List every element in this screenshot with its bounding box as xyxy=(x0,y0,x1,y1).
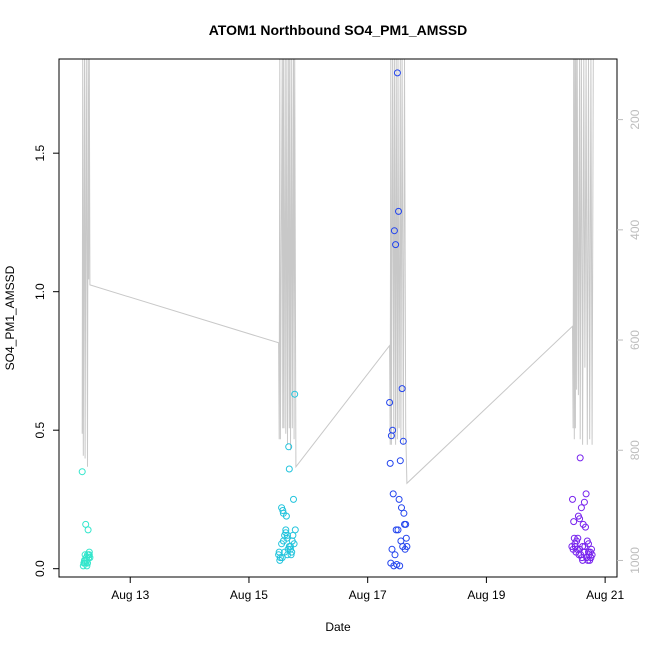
data-point xyxy=(398,385,406,393)
data-point xyxy=(289,531,297,539)
data-point xyxy=(576,454,584,462)
data-point xyxy=(285,465,293,473)
x-axis: Aug 13 Aug 15 Aug 17 Aug 19 Aug 21 xyxy=(111,577,624,602)
data-point xyxy=(391,551,399,559)
data-point xyxy=(390,227,398,235)
data-point xyxy=(290,495,297,503)
data-point xyxy=(586,556,594,564)
y-tick-label: 1.0 xyxy=(33,283,47,300)
data-point xyxy=(283,534,291,542)
data-point xyxy=(386,399,394,406)
data-point xyxy=(85,554,93,562)
y-axis-label: SO4_PM1_AMSSD xyxy=(3,265,17,370)
data-point xyxy=(574,534,582,542)
data-point xyxy=(282,512,290,520)
data-point xyxy=(285,443,293,451)
data-point xyxy=(278,554,286,562)
data-point xyxy=(585,548,592,556)
data-point xyxy=(396,562,404,570)
x-tick-label: Aug 21 xyxy=(586,588,624,602)
y2-axis: 200 400 600 800 1000 xyxy=(617,109,642,574)
data-point xyxy=(275,548,283,556)
y2-tick-label: 800 xyxy=(628,440,642,460)
data-point xyxy=(84,526,92,534)
data-point xyxy=(396,457,404,465)
data-point xyxy=(579,556,587,564)
pressure-line xyxy=(81,58,594,485)
data-point xyxy=(395,207,402,215)
y2-tick-label: 600 xyxy=(628,330,642,350)
data-point xyxy=(279,507,287,514)
points-layer xyxy=(78,69,596,570)
data-point xyxy=(582,523,589,531)
plot-frame xyxy=(58,58,618,578)
x-tick-label: Aug 19 xyxy=(467,588,505,602)
data-point xyxy=(402,520,410,528)
data-point xyxy=(570,518,578,526)
data-point xyxy=(392,241,400,249)
data-point xyxy=(386,459,394,467)
data-point xyxy=(78,468,86,476)
data-point xyxy=(569,495,576,503)
data-point xyxy=(81,559,88,567)
data-point xyxy=(577,504,585,512)
data-point xyxy=(402,534,410,542)
data-point xyxy=(576,515,584,523)
y2-tick-label: 400 xyxy=(628,219,642,239)
data-point xyxy=(398,504,405,512)
x-tick-label: Aug 17 xyxy=(349,588,387,602)
x-tick-label: Aug 15 xyxy=(230,588,268,602)
y-tick-label: 0.0 xyxy=(33,560,47,577)
data-point xyxy=(403,543,411,550)
data-point xyxy=(400,509,408,517)
y-axis: 0.0 0.5 1.0 1.5 xyxy=(33,145,59,577)
data-point xyxy=(389,426,397,434)
x-tick-label: Aug 13 xyxy=(111,588,149,602)
y-tick-label: 1.5 xyxy=(33,145,47,162)
data-point xyxy=(388,545,396,553)
data-point xyxy=(395,495,403,503)
data-point xyxy=(568,543,576,550)
y2-tick-label: 1000 xyxy=(628,547,642,574)
data-point xyxy=(284,545,292,553)
x-axis-label: Date xyxy=(325,620,351,634)
chart-title: ATOM1 Northbound SO4_PM1_AMSSD xyxy=(209,22,468,38)
data-point xyxy=(576,545,584,553)
data-point xyxy=(580,498,588,506)
data-point xyxy=(290,540,298,548)
data-point xyxy=(394,526,402,534)
pressure-line-layer xyxy=(81,58,594,485)
data-point xyxy=(389,490,397,498)
data-point xyxy=(393,69,401,77)
data-point xyxy=(582,490,590,498)
data-point xyxy=(85,551,93,559)
y2-tick-label: 200 xyxy=(628,109,642,129)
data-point xyxy=(287,551,295,559)
y-tick-label: 0.5 xyxy=(33,422,47,439)
data-point xyxy=(291,390,299,398)
data-point xyxy=(399,437,407,445)
